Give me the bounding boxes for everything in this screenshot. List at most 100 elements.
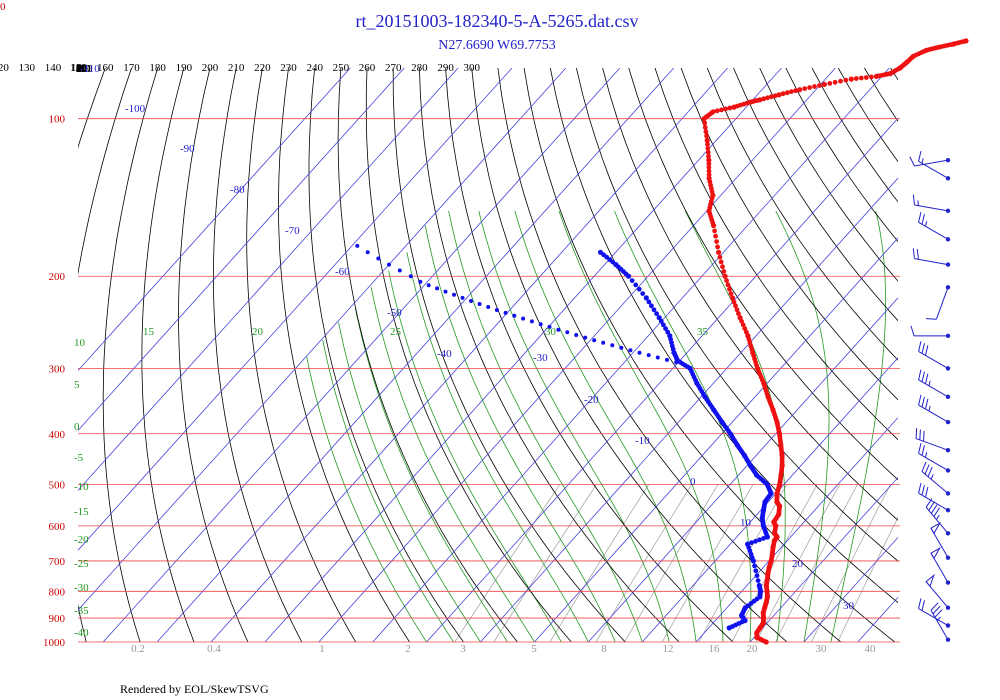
dry-adiabat bbox=[337, 68, 518, 642]
wind-barb bbox=[909, 156, 951, 167]
theta-label: 150 bbox=[71, 62, 88, 74]
wind-barb-feather bbox=[934, 609, 943, 618]
dewpoint-upper-point bbox=[365, 250, 370, 255]
wind-barb bbox=[925, 285, 951, 320]
pressure-label: 300 bbox=[49, 363, 66, 375]
dry-adiabat bbox=[759, 68, 898, 282]
dewpoint-upper-point bbox=[583, 335, 588, 340]
wind-barb bbox=[925, 573, 951, 610]
dewpoint-point bbox=[665, 329, 671, 335]
theta-label-left: -40 bbox=[76, 63, 91, 75]
pressure-label: 600 bbox=[49, 521, 66, 533]
mixing-ratio-label: 0.2 bbox=[131, 643, 145, 655]
temperature-point bbox=[710, 109, 716, 115]
temperature-point bbox=[740, 322, 746, 328]
wind-barb-staff bbox=[914, 204, 949, 212]
dewpoint-upper-point bbox=[418, 279, 423, 284]
saturated-adiabat bbox=[306, 356, 427, 642]
theta-label-left: 20 bbox=[76, 63, 88, 75]
theta-label-left: 90 bbox=[76, 63, 88, 75]
temperature-point bbox=[704, 137, 710, 143]
mixing-ratio-label: 3 bbox=[460, 643, 466, 655]
wind-barb bbox=[918, 482, 951, 513]
dewpoint-point bbox=[640, 291, 646, 296]
theta-label-left: 80 bbox=[76, 63, 88, 75]
background-lines bbox=[0, 68, 1000, 642]
chart-subtitle: N27.6690 W69.7753 bbox=[438, 38, 556, 53]
dewpoint-upper-point bbox=[619, 345, 624, 350]
isotherm bbox=[264, 68, 782, 642]
temperature-point bbox=[706, 175, 712, 181]
temperature-point bbox=[706, 153, 711, 159]
dewpoint-upper-point bbox=[443, 289, 448, 294]
wind-barb-feather bbox=[912, 194, 916, 206]
dewpoint-upper-point bbox=[601, 340, 606, 345]
dry-adiabat bbox=[943, 68, 1000, 642]
saturated-adiabat bbox=[830, 210, 886, 642]
dry-adiabat bbox=[733, 68, 898, 322]
isotherm bbox=[78, 68, 459, 491]
saturated-adiabat-label: -40 bbox=[74, 627, 89, 639]
dewpoint-upper-point bbox=[387, 262, 391, 267]
theta-label: 280 bbox=[411, 62, 428, 74]
dewpoint-point bbox=[654, 311, 659, 317]
wind-barb-half bbox=[921, 158, 924, 164]
temperature-label: -20 bbox=[584, 394, 599, 406]
isotherm bbox=[534, 237, 898, 642]
wind-barb-feather bbox=[925, 318, 937, 320]
wind-barb-half bbox=[924, 221, 928, 227]
axis-labels: 1002003004005006007008009001000110120130… bbox=[0, 62, 876, 655]
dewpoint-series bbox=[597, 249, 774, 631]
dry-adiabat bbox=[78, 68, 80, 72]
wind-barb-feather bbox=[921, 396, 925, 408]
mixing-ratio-label: 30 bbox=[816, 643, 828, 655]
temperature-point bbox=[725, 282, 731, 288]
dewpoint-upper-point bbox=[592, 338, 597, 343]
isotherm bbox=[78, 68, 351, 372]
isotherm bbox=[641, 357, 898, 642]
wind-barb-feather bbox=[921, 371, 925, 382]
dry-adiabat bbox=[0, 68, 53, 642]
wind-barb-feather bbox=[932, 605, 941, 615]
wind-barb bbox=[918, 598, 951, 628]
theta-label-left: 0 bbox=[76, 63, 82, 75]
dewpoint-upper-point bbox=[547, 324, 552, 329]
saturated-adiabat bbox=[322, 340, 454, 642]
wind-barb-staff bbox=[918, 350, 949, 369]
dewpoint-point bbox=[754, 573, 760, 579]
wind-barb-staff bbox=[930, 610, 949, 640]
dry-adiabat bbox=[602, 68, 898, 521]
pressure-label: 1000 bbox=[43, 637, 66, 649]
dewpoint-upper-point bbox=[494, 308, 499, 312]
dewpoint-point bbox=[749, 540, 754, 546]
mixing-ratio-line bbox=[755, 484, 840, 642]
wind-barb-feather bbox=[918, 151, 922, 162]
temperature-point bbox=[713, 233, 718, 239]
wind-barb-half bbox=[924, 452, 928, 458]
dewpoint-point bbox=[651, 307, 657, 313]
wind-barb-staff bbox=[918, 492, 949, 511]
wind-barb-column bbox=[909, 151, 951, 642]
wind-barb bbox=[930, 521, 951, 560]
temperature-point bbox=[706, 172, 712, 178]
temperature-point bbox=[705, 145, 711, 151]
temperature-point bbox=[716, 249, 722, 255]
dewpoint-upper-point bbox=[477, 302, 482, 306]
temperature-point bbox=[702, 125, 708, 130]
dewpoint-upper-point bbox=[674, 360, 679, 365]
wind-barb-feather bbox=[923, 430, 925, 442]
dewpoint-upper-point bbox=[469, 299, 473, 303]
dry-adiabat bbox=[576, 68, 898, 562]
wind-barb bbox=[912, 194, 951, 214]
temperature-point bbox=[729, 295, 736, 301]
wind-barb bbox=[918, 151, 951, 181]
theta-label: 130 bbox=[19, 62, 36, 74]
temperature-point bbox=[757, 97, 763, 103]
temperature-label: -100 bbox=[125, 103, 146, 115]
theta-label-left: -30 bbox=[76, 63, 91, 75]
dry-adiabat bbox=[0, 68, 1, 642]
dewpoint-upper-point bbox=[486, 305, 491, 309]
temperature-point bbox=[705, 149, 711, 155]
wind-barb-feather bbox=[918, 341, 922, 352]
dewpoint-upper-point bbox=[408, 274, 413, 279]
